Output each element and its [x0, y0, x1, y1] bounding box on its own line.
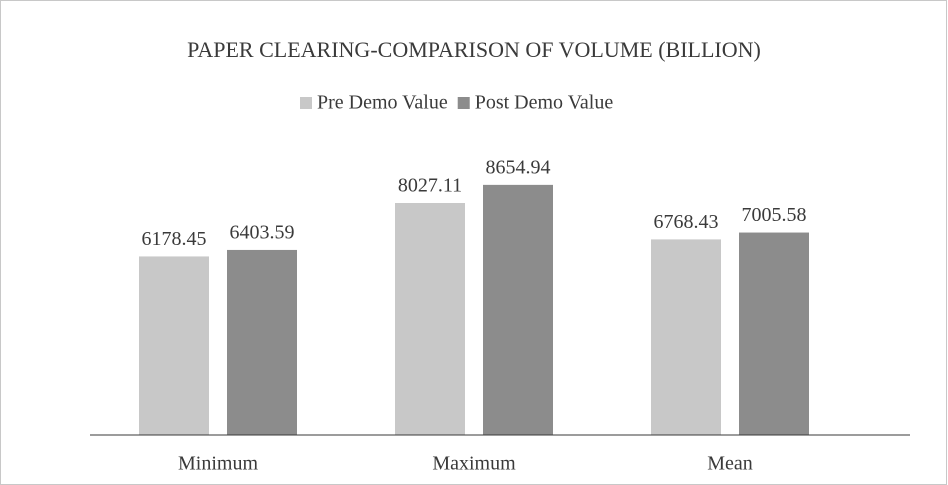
bar [483, 184, 553, 435]
legend-label: Post Demo Value [475, 92, 614, 114]
legend-label: Pre Demo Value [317, 92, 448, 114]
data-label: 6403.59 [230, 222, 295, 244]
bar [739, 232, 809, 435]
data-label: 8027.11 [398, 175, 462, 197]
legend-swatch [300, 97, 312, 109]
data-label: 7005.58 [742, 204, 807, 226]
x-tick-label: Mean [707, 453, 753, 475]
bar [139, 256, 209, 435]
data-label: 6768.43 [654, 211, 719, 233]
legend-swatch [457, 97, 470, 109]
x-tick-label: Minimum [178, 453, 258, 475]
data-label: 8654.94 [486, 156, 551, 178]
x-tick-label: Maximum [432, 453, 516, 475]
bar [651, 239, 721, 435]
data-label: 6178.45 [142, 228, 207, 250]
bar [395, 203, 465, 435]
chart-title: PAPER CLEARING-COMPARISON OF VOLUME (BIL… [187, 37, 761, 62]
bar [227, 249, 297, 435]
